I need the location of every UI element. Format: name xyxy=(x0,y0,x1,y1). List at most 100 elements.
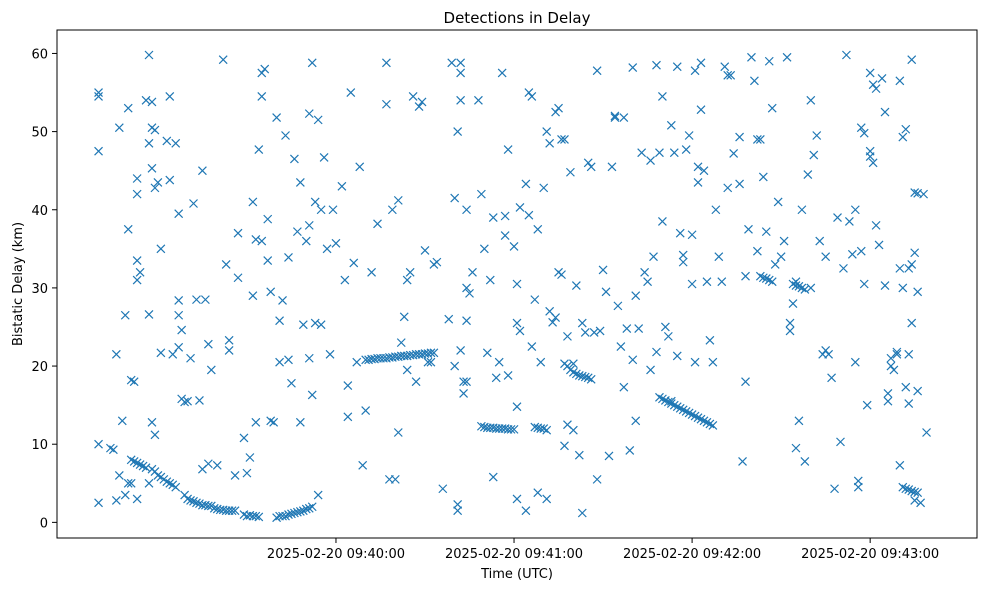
data-point xyxy=(417,97,427,107)
data-point xyxy=(554,103,563,113)
y-tick-label: 0 xyxy=(40,516,48,531)
data-point xyxy=(761,227,771,237)
data-point xyxy=(120,310,130,320)
data-point xyxy=(381,58,391,68)
data-point xyxy=(316,320,326,330)
data-point xyxy=(174,342,184,352)
data-point xyxy=(221,260,231,269)
data-point xyxy=(328,205,338,215)
data-point xyxy=(212,460,222,470)
data-point xyxy=(420,245,430,255)
data-point xyxy=(94,88,103,97)
plot-frame xyxy=(56,29,978,539)
data-point xyxy=(922,428,931,437)
data-point xyxy=(533,224,543,234)
data-point xyxy=(592,474,602,484)
data-point xyxy=(669,148,679,158)
data-point xyxy=(821,346,831,355)
data-point xyxy=(494,357,504,367)
x-tick-label: 2025-02-20 09:42:00 xyxy=(623,547,761,562)
data-point xyxy=(186,353,195,363)
data-point xyxy=(895,76,905,86)
data-point xyxy=(901,124,911,134)
y-tick-label: 50 xyxy=(31,126,48,141)
data-point xyxy=(625,446,635,455)
data-point xyxy=(652,60,661,70)
data-point xyxy=(536,357,546,367)
data-point xyxy=(619,113,629,122)
data-point xyxy=(405,267,415,277)
data-point xyxy=(634,324,644,333)
data-point xyxy=(806,95,816,105)
data-point xyxy=(666,120,676,130)
data-point xyxy=(779,236,789,246)
data-point xyxy=(209,503,219,513)
data-point xyxy=(230,471,240,480)
data-point xyxy=(803,170,813,180)
data-point xyxy=(144,50,154,60)
data-point xyxy=(800,285,810,294)
data-point xyxy=(301,504,311,514)
data-point xyxy=(568,425,578,435)
data-point xyxy=(862,400,872,410)
data-point xyxy=(898,132,908,142)
data-point xyxy=(815,236,825,246)
data-point xyxy=(741,271,750,281)
data-point xyxy=(904,263,914,273)
data-point xyxy=(233,228,243,238)
data-point xyxy=(488,213,498,222)
data-point xyxy=(714,252,724,262)
data-point xyxy=(646,365,655,375)
data-point xyxy=(500,211,510,221)
data-point xyxy=(367,267,377,277)
data-point xyxy=(465,288,474,298)
data-point xyxy=(263,256,273,265)
data-point xyxy=(251,235,261,244)
data-point xyxy=(687,279,697,289)
data-point xyxy=(806,283,816,293)
data-point xyxy=(281,131,290,140)
data-point xyxy=(239,433,249,443)
data-point xyxy=(758,273,768,283)
data-point xyxy=(257,92,267,101)
data-point xyxy=(337,181,347,191)
data-point xyxy=(586,374,596,384)
data-point xyxy=(488,472,498,482)
data-point xyxy=(604,451,614,461)
data-point xyxy=(809,150,819,160)
data-point xyxy=(292,227,302,237)
data-point xyxy=(560,134,569,144)
data-point xyxy=(898,283,908,293)
data-point xyxy=(447,58,457,68)
data-point xyxy=(218,55,228,65)
data-point xyxy=(619,382,629,392)
data-point xyxy=(524,88,534,97)
data-point xyxy=(690,357,700,367)
data-point xyxy=(681,145,691,154)
data-point xyxy=(841,50,851,60)
data-point xyxy=(886,361,896,371)
data-point xyxy=(147,97,157,107)
data-point xyxy=(871,220,881,230)
data-point xyxy=(859,279,869,289)
data-point xyxy=(910,487,920,497)
data-point xyxy=(304,109,314,119)
data-point xyxy=(527,92,537,101)
data-point xyxy=(272,113,282,122)
data-point xyxy=(393,428,403,437)
data-point xyxy=(373,219,382,229)
data-point xyxy=(785,318,795,328)
data-point xyxy=(512,279,522,289)
data-point xyxy=(678,250,688,260)
data-point xyxy=(901,382,911,392)
data-point xyxy=(147,417,157,427)
data-point xyxy=(907,55,917,65)
data-point xyxy=(150,430,160,440)
data-point xyxy=(94,146,103,156)
data-point xyxy=(785,326,795,336)
data-point xyxy=(340,275,350,285)
data-point xyxy=(735,179,745,189)
data-point xyxy=(530,295,540,305)
data-point xyxy=(307,502,317,512)
data-point xyxy=(767,277,777,287)
